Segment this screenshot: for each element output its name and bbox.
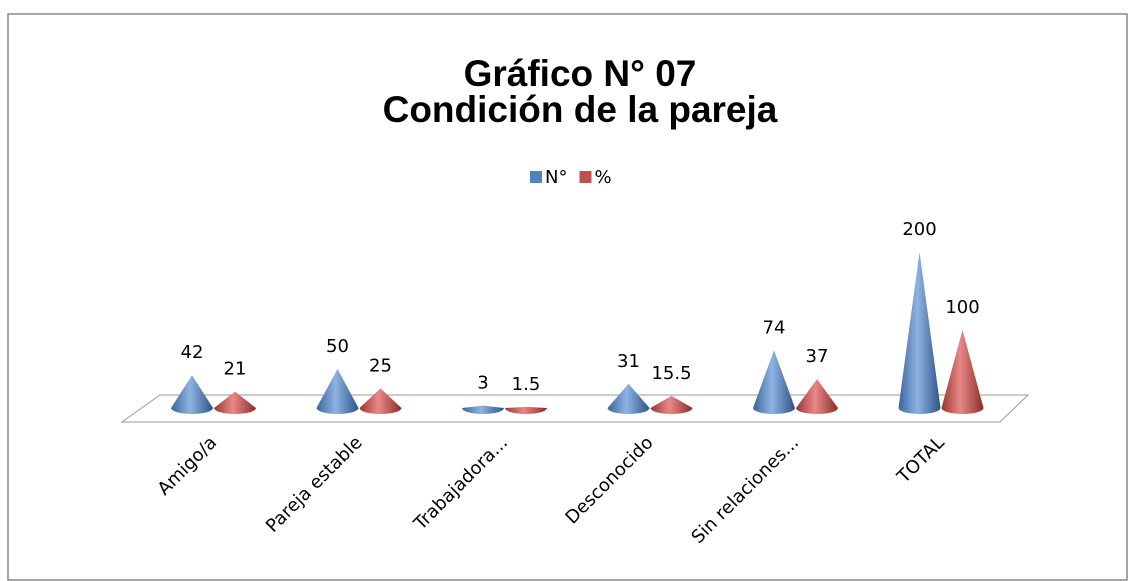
legend-swatch [579,171,592,183]
data-label: 100 [945,297,979,318]
data-label: 31 [617,351,640,372]
data-label: 37 [806,346,829,367]
data-label: 25 [369,356,392,377]
chart-subtitle: Condición de la pareja [383,89,778,130]
cone [898,252,941,414]
cone [607,383,650,414]
data-label: 42 [181,342,204,363]
legend-swatch [530,171,542,183]
data-label: 21 [224,359,247,380]
cone [650,395,693,414]
cone [505,406,547,414]
data-label: 200 [902,219,936,240]
floor [120,394,1030,423]
data-label: 15.5 [651,363,691,384]
data-label: 3 [477,373,488,394]
legend-label: N° [545,167,567,188]
cone [316,369,359,414]
legend-label: % [594,167,611,188]
cone [214,391,256,414]
data-label: 1.5 [512,374,541,395]
cone [171,375,213,414]
cone [359,388,402,414]
chart-frame [7,13,1128,581]
data-label: 50 [326,336,349,357]
cone [753,350,795,414]
data-label: 74 [763,317,786,338]
cone [796,379,838,414]
cone [462,405,504,414]
cone [941,330,984,414]
chart-title: Gráfico N° 07 [464,53,697,94]
